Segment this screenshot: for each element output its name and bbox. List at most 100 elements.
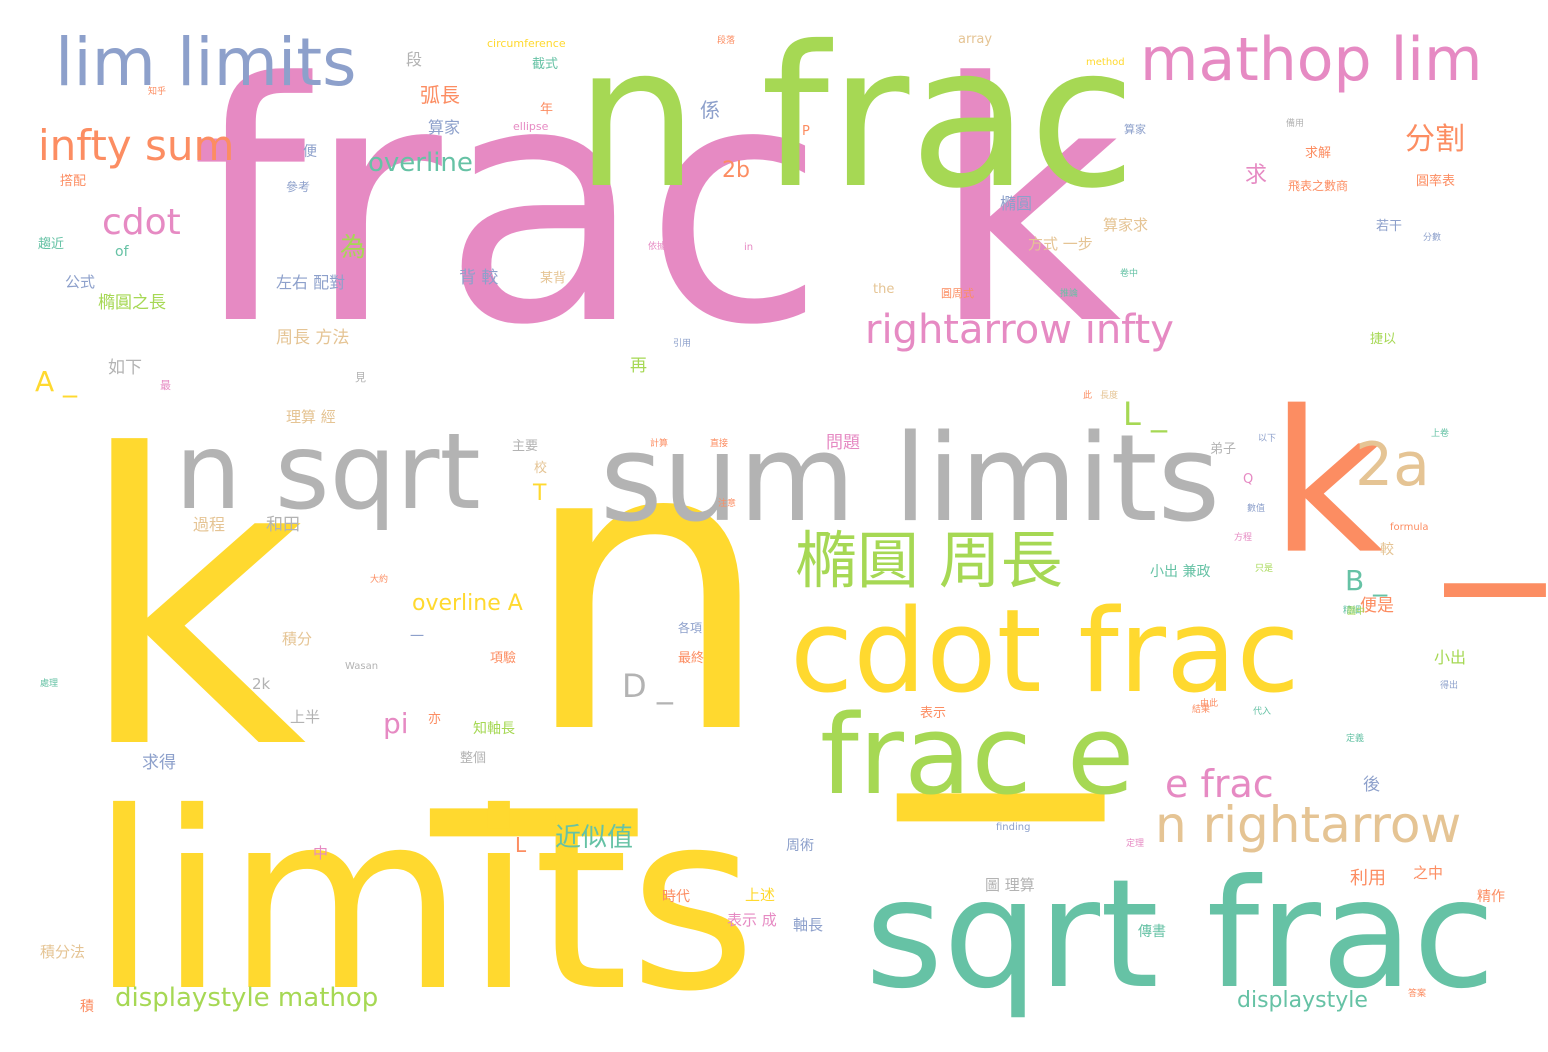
word-2a-17: 2a <box>1355 430 1430 500</box>
word-62: 算家求 <box>1103 216 1149 234</box>
word-56: 後 <box>1363 775 1380 795</box>
word-55: 小出 <box>1434 648 1467 667</box>
word-138: 推論 <box>1060 289 1079 299</box>
word-132: 大約 <box>370 575 389 585</box>
word-l-26: L _ <box>1123 395 1167 433</box>
word-34: 利用 <box>1350 868 1386 889</box>
word-61: 方式 一步 <box>1028 235 1093 253</box>
word-121: 處理 <box>40 679 59 689</box>
word-d-28: D _ <box>622 667 673 705</box>
word-displaystyle-mathop-21: displaystyle mathop <box>115 983 379 1013</box>
word-110: 一 <box>410 629 424 645</box>
word-frac-e-10: frac e <box>820 691 1135 819</box>
word-120: 方程 <box>1234 533 1253 543</box>
word-k-3: k _ <box>1270 368 1544 598</box>
word-array-92: array <box>958 32 993 47</box>
word-a-29: A _ <box>35 365 78 398</box>
word-of-72: of <box>115 244 129 260</box>
word-58: 表示 成 <box>727 911 777 929</box>
word-44: 公式 <box>65 273 96 291</box>
word-68: 若干 <box>1376 219 1403 234</box>
word-69: 便 <box>303 144 317 160</box>
word-wasan-98: Wasan <box>345 661 379 672</box>
word-126: 注意 <box>718 499 737 509</box>
word-122: 此 <box>1083 391 1093 401</box>
word-83: 周術 <box>786 838 814 854</box>
word-n-frac-4: n frac <box>575 4 1137 231</box>
word-51: 積分 <box>282 630 313 648</box>
word-143: 定義 <box>1346 734 1365 744</box>
word-103: 飛表之數商 <box>1288 179 1349 193</box>
word-p-99: P <box>802 124 810 139</box>
word-117: 某背 <box>540 271 567 286</box>
word-circumference-91: circumference <box>487 37 566 50</box>
word-67: 求解 <box>1305 146 1332 161</box>
word-88: 時代 <box>662 889 690 905</box>
word-cdot-frac-9: cdot frac <box>790 585 1300 719</box>
word-b-27: B _ <box>1345 564 1388 597</box>
word-n-2: n _ <box>520 357 1101 822</box>
word-42: 左右 配對 <box>276 273 346 292</box>
word-106: 圓周式 <box>941 287 974 300</box>
word-2b-31: 2b <box>722 158 750 183</box>
word-136: 結果 <box>1192 705 1211 715</box>
word-53: 再 <box>630 356 647 376</box>
word-82: 整個 <box>460 751 487 766</box>
word-33: 弧長 <box>420 83 460 107</box>
word-25: 近似值 <box>555 823 634 853</box>
word-137: 依據 <box>648 242 667 252</box>
word-59: 軸長 <box>793 916 824 934</box>
word-115: 捷以 <box>1370 332 1397 347</box>
word-71: 趨近 <box>38 237 65 252</box>
word-124: 卷中 <box>1120 269 1139 279</box>
word-135: 代入 <box>1253 707 1272 717</box>
word-84: 圖 理算 <box>985 876 1035 894</box>
word-32: 為 <box>340 233 367 263</box>
word-133: 數值 <box>1247 504 1266 514</box>
word-60: 積分法 <box>40 943 86 961</box>
word-l-35: L <box>515 833 527 857</box>
word-20: 分割 <box>1405 122 1465 157</box>
word-n-rightarrow-14: n rightarrow <box>1155 796 1462 854</box>
word-rightarrow-infty-15: rightarrow infty <box>865 307 1174 353</box>
word-130: 由此 <box>1200 699 1219 709</box>
word-54: 便是 <box>1360 596 1394 616</box>
word-73: 理算 經 <box>286 408 336 426</box>
word-113: 知乎 <box>148 87 167 97</box>
word-e-frac-18: e frac <box>1165 762 1274 806</box>
word-formula-96: formula <box>1390 522 1429 533</box>
word-40: 周長 方法 <box>276 328 350 348</box>
word-87: 傳書 <box>1138 924 1166 940</box>
word-overline-a-24: overline A <box>412 591 523 616</box>
word-129: 精細 <box>1343 606 1362 616</box>
word-finding-97: finding <box>996 822 1031 833</box>
word-47: 和田 <box>266 515 300 535</box>
word-q-100: Q <box>1243 472 1254 487</box>
word-mathop-lim-12: mathop lim <box>1140 25 1483 95</box>
word-cdot-19: cdot <box>102 202 181 243</box>
word-sqrt-frac-7: sqrt frac <box>865 848 1496 1022</box>
word-39: 背 較 <box>459 268 499 288</box>
word-85: 之中 <box>1413 864 1444 882</box>
word-89: 中 <box>313 844 329 862</box>
word-70: 參考 <box>286 180 311 194</box>
word-131: 定理 <box>1126 839 1145 849</box>
word-48: 過程 <box>193 515 226 534</box>
word-65: 截式 <box>532 57 559 72</box>
word-104: 弟子 <box>1210 442 1237 457</box>
word-102: 圓率表 <box>1416 174 1456 189</box>
word-infty-sum-16: infty sum <box>38 121 235 170</box>
word-45: 算家 <box>428 118 461 137</box>
word-pi-30: pi <box>383 707 409 740</box>
word-112: 直接 <box>710 439 729 449</box>
word-111: 段落 <box>717 36 736 46</box>
word-overline-23: overline <box>368 148 473 178</box>
word-140: 圖中 <box>1347 607 1366 617</box>
word-displaystyle-22: displaystyle <box>1237 988 1368 1013</box>
word-134: 只是 <box>1255 564 1274 574</box>
word-50: 上半 <box>290 708 321 726</box>
word-109: 亦 <box>428 712 442 727</box>
word-76: 小出 兼政 <box>1150 564 1211 580</box>
word-128: 得出 <box>1440 681 1459 691</box>
